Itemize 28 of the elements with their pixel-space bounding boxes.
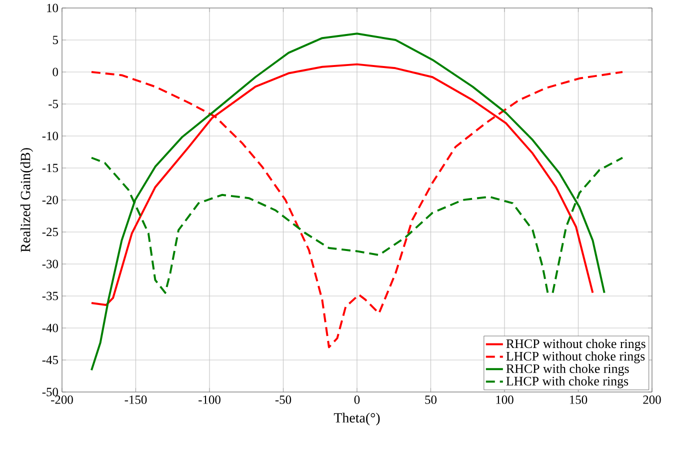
y-tick-label: -40 [42, 324, 58, 332]
y-tick-label: 5 [52, 36, 58, 44]
legend-label: RHCP without choke rings [506, 338, 646, 351]
x-tick-label: 0 [354, 396, 360, 404]
x-tick-label: -200 [51, 396, 73, 404]
y-tick-label: -25 [42, 228, 58, 236]
y-tick-label: -50 [42, 388, 58, 396]
y-tick-label: -15 [42, 164, 58, 172]
legend-label: LHCP without choke rings [506, 351, 645, 364]
y-tick-label: -5 [48, 100, 58, 108]
y-tick-label: 0 [52, 68, 58, 76]
y-tick-label: 10 [47, 4, 58, 12]
x-tick-label: -100 [198, 396, 220, 404]
legend-label: LHCP with choke rings [506, 376, 628, 388]
y-tick-label: -30 [42, 260, 58, 268]
y-tick-label: -45 [42, 356, 58, 364]
x-tick-label: 50 [425, 396, 437, 404]
y-tick-label: -10 [42, 132, 58, 140]
x-tick-label: 200 [643, 396, 661, 404]
legend-label: RHCP with choke rings [506, 364, 629, 376]
x-axis-title: Theta(°) [334, 412, 380, 426]
x-tick-label: -150 [124, 396, 147, 404]
x-tick-label: 150 [570, 396, 588, 404]
y-axis-title: Realized Gain(dB) [20, 148, 34, 252]
x-tick-label: -50 [275, 396, 292, 404]
y-tick-label: -20 [42, 196, 58, 204]
y-tick-label: -35 [42, 292, 58, 300]
x-tick-label: 100 [496, 396, 514, 404]
